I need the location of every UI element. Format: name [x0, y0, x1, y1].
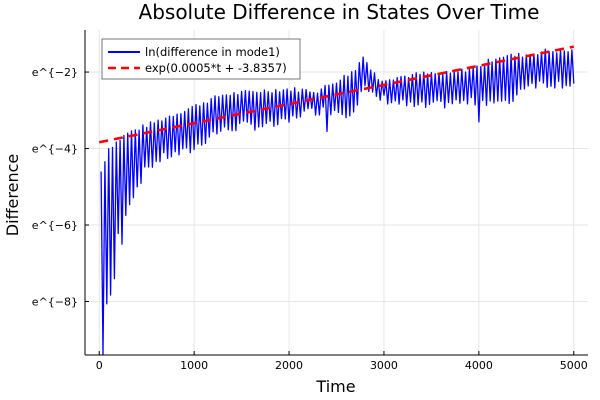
x-tick-label: 1000	[180, 359, 208, 372]
y-tick-label: e^{−8}	[32, 295, 78, 308]
x-tick-label: 0	[96, 359, 103, 372]
tick-labels: 0 1000 2000 3000 4000 5000 e^{−8} e^{−6} e^{−4} e…	[32, 66, 588, 372]
x-axis-label: Time	[315, 377, 355, 396]
legend-label-series-2: exp(0.0005*t + -3.8357)	[145, 61, 287, 75]
x-tick-label: 4000	[465, 359, 493, 372]
x-tick-label: 5000	[560, 359, 588, 372]
chart-title: Absolute Difference in States Over Time	[139, 0, 540, 24]
y-axis-label: Difference	[3, 154, 22, 236]
axes	[84, 30, 588, 356]
x-tick-label: 3000	[370, 359, 398, 372]
legend: ln(difference in mode1) exp(0.0005*t + -…	[101, 38, 301, 80]
legend-label-series-1: ln(difference in mode1)	[145, 45, 280, 59]
series-line-difference	[100, 48, 575, 356]
y-tick-label: e^{−4}	[32, 143, 78, 156]
y-tick-label: e^{−2}	[32, 66, 78, 79]
y-tick-label: e^{−6}	[32, 219, 78, 232]
legend-box	[101, 38, 301, 80]
plot-area	[98, 45, 575, 356]
series-line-exp-fit	[98, 45, 575, 144]
x-tick-label: 2000	[275, 359, 303, 372]
